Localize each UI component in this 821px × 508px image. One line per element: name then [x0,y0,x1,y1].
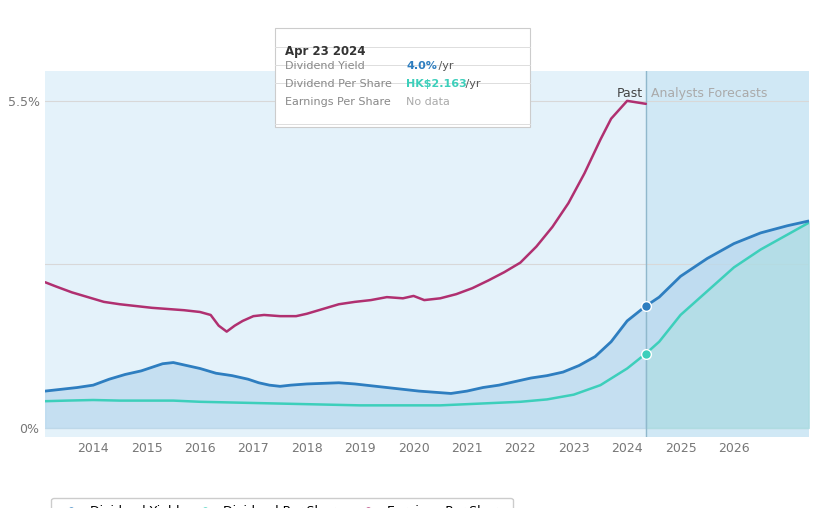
Bar [646,71,809,437]
Text: Past: Past [617,87,643,100]
Text: Analysts Forecasts: Analysts Forecasts [651,87,768,100]
Text: Dividend Per Share: Dividend Per Share [285,79,392,89]
Text: Apr 23 2024: Apr 23 2024 [285,45,365,58]
Text: /yr: /yr [435,61,454,71]
Text: /yr: /yr [462,79,481,89]
Text: 4.0%: 4.0% [406,61,438,71]
Legend: Dividend Yield, Dividend Per Share, Earnings Per Share: Dividend Yield, Dividend Per Share, Earn… [52,498,513,508]
Text: No data: No data [406,97,450,107]
Text: Dividend Yield: Dividend Yield [285,61,365,71]
Bar [45,71,646,437]
Text: Earnings Per Share: Earnings Per Share [285,97,391,107]
Text: HK$2.163: HK$2.163 [406,79,467,89]
